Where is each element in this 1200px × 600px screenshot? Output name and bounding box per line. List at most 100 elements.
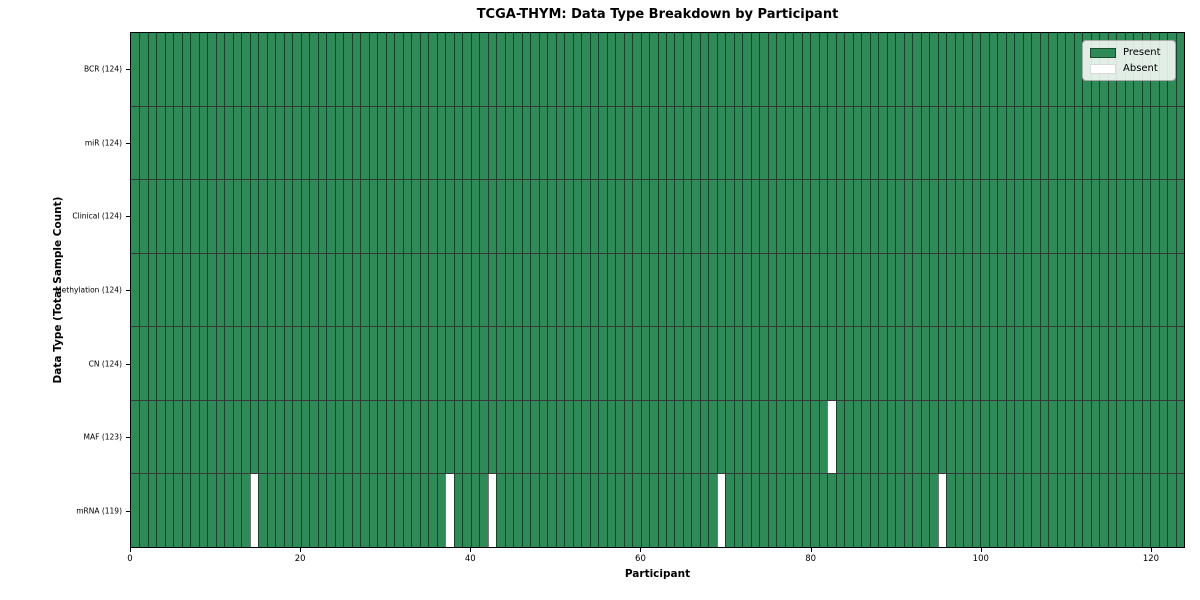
heatmap-cell <box>1005 327 1015 400</box>
x-tick-label: 80 <box>805 554 817 564</box>
heatmap-cell <box>164 180 174 253</box>
heatmap-cell <box>190 474 199 548</box>
heatmap-cell <box>767 474 777 548</box>
heatmap-cell <box>1022 253 1032 327</box>
heatmap-cell <box>903 180 913 253</box>
heatmap-cell <box>292 400 301 474</box>
heatmap-cell <box>742 180 751 253</box>
heatmap-cell <box>462 253 471 327</box>
heatmap-cell <box>419 327 429 400</box>
heatmap-cell <box>283 474 293 548</box>
y-tick-mark <box>126 68 130 70</box>
heatmap-cell <box>665 474 675 548</box>
heatmap-cell <box>521 474 531 548</box>
heatmap-cell <box>665 400 675 474</box>
heatmap-cell <box>997 33 1006 106</box>
heatmap-cell <box>343 253 352 327</box>
heatmap-cell <box>818 253 828 327</box>
heatmap-cell <box>496 327 505 400</box>
heatmap-cell <box>139 33 148 106</box>
heatmap-cell <box>1116 106 1125 180</box>
heatmap-cell <box>1099 106 1108 180</box>
heatmap-cell <box>954 33 964 106</box>
heatmap-cell <box>920 33 930 106</box>
heatmap-cell <box>504 327 514 400</box>
heatmap-cell <box>1048 106 1057 180</box>
heatmap-cell <box>1158 474 1168 548</box>
heatmap-cell <box>988 253 998 327</box>
heatmap-cell <box>139 400 148 474</box>
heatmap-row-Clinical <box>131 179 1184 253</box>
heatmap-cell <box>1107 474 1117 548</box>
heatmap-cell <box>1082 327 1091 400</box>
heatmap-cell <box>555 106 565 180</box>
heatmap-cell <box>1175 474 1184 548</box>
heatmap-cell <box>292 33 301 106</box>
heatmap-cell <box>190 33 199 106</box>
heatmap-cell <box>835 180 845 253</box>
heatmap-cell <box>886 106 896 180</box>
heatmap-cell <box>462 106 471 180</box>
heatmap-cell <box>615 253 624 327</box>
heatmap-cell <box>292 327 301 400</box>
heatmap-cell <box>861 106 870 180</box>
heatmap-row-BCR <box>131 33 1184 106</box>
x-tick-mark <box>130 548 131 552</box>
heatmap-cell <box>801 180 811 253</box>
heatmap-cell <box>699 106 709 180</box>
heatmap-cell <box>224 33 233 106</box>
heatmap-cell <box>1150 253 1159 327</box>
heatmap-cell <box>980 180 989 253</box>
heatmap-cell <box>283 400 293 474</box>
heatmap-cell <box>691 33 700 106</box>
absent-swatch-icon <box>1090 63 1116 74</box>
heatmap-cell <box>181 474 191 548</box>
heatmap-cell <box>1014 327 1023 400</box>
heatmap-cell <box>1099 400 1108 474</box>
heatmap-cell <box>326 327 335 400</box>
heatmap-cell <box>852 400 862 474</box>
heatmap-cell <box>793 253 802 327</box>
heatmap-cell <box>598 33 607 106</box>
heatmap-cell <box>615 33 624 106</box>
heatmap-cell <box>198 180 208 253</box>
heatmap-cell <box>716 253 726 327</box>
heatmap-cell <box>215 180 225 253</box>
heatmap-cell <box>131 106 140 180</box>
heatmap-cell <box>1133 327 1142 400</box>
heatmap-cell <box>801 253 811 327</box>
heatmap-cell <box>1175 180 1184 253</box>
heatmap-cell <box>699 33 709 106</box>
x-tick-label: 0 <box>127 554 133 564</box>
heatmap-cell <box>750 474 760 548</box>
heatmap-cell <box>1150 106 1159 180</box>
x-tick-label: 60 <box>635 554 646 564</box>
heatmap-cell <box>878 400 887 474</box>
heatmap-cell <box>1014 33 1023 106</box>
heatmap-cell <box>878 106 887 180</box>
heatmap-cell <box>402 106 412 180</box>
heatmap-cell <box>793 180 802 253</box>
heatmap-cell <box>1005 33 1015 106</box>
heatmap-cell <box>453 253 463 327</box>
heatmap-cell <box>309 106 318 180</box>
heatmap-cell <box>598 327 607 400</box>
heatmap-cell <box>1141 253 1151 327</box>
heatmap-cell <box>411 33 420 106</box>
heatmap-cell <box>1022 327 1032 400</box>
legend: Present Absent <box>1082 40 1176 81</box>
heatmap-cell <box>716 327 726 400</box>
heatmap-cell <box>436 180 446 253</box>
heatmap-cell <box>547 400 556 474</box>
heatmap-cell <box>1133 180 1142 253</box>
heatmap-cell <box>1133 400 1142 474</box>
heatmap-cell <box>988 106 998 180</box>
heatmap-cell <box>385 400 395 474</box>
heatmap-cell <box>1065 474 1074 548</box>
heatmap-cell <box>496 106 505 180</box>
heatmap-cell <box>521 327 531 400</box>
heatmap-cell <box>131 474 140 548</box>
heatmap-cell <box>479 33 488 106</box>
heatmap-cell <box>241 400 250 474</box>
heatmap-cell <box>861 33 870 106</box>
